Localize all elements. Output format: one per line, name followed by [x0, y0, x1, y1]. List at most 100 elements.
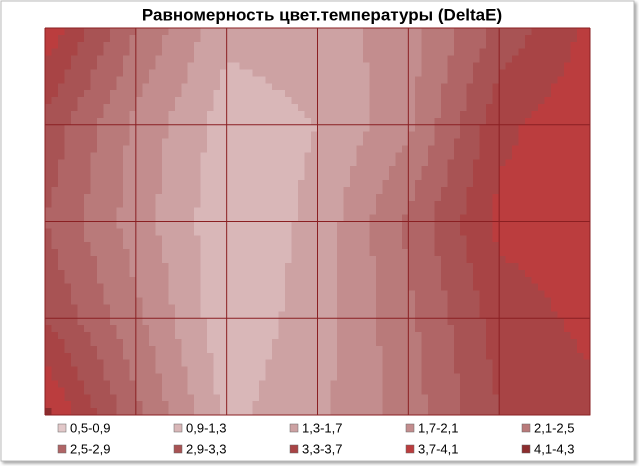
contour-cell: [181, 276, 189, 285]
contour-cell: [544, 249, 552, 257]
contour-cell: [304, 131, 312, 140]
contour-cell: [213, 276, 221, 285]
contour-cell: [83, 304, 92, 312]
contour-cell: [122, 228, 130, 236]
contour-cell: [194, 159, 202, 167]
contour-cell: [375, 145, 383, 153]
contour-cell: [246, 83, 254, 91]
contour-cell: [135, 69, 143, 77]
contour-cell: [343, 131, 351, 140]
contour-cell: [557, 41, 565, 50]
contour-cell: [77, 262, 85, 271]
contour-cell: [414, 34, 422, 43]
contour-cell: [259, 283, 267, 292]
contour-cell: [259, 145, 267, 153]
contour-cell: [499, 186, 507, 195]
contour-cell: [148, 117, 156, 126]
contour-cell: [525, 138, 533, 147]
contour-cell: [421, 83, 429, 91]
contour-cell: [278, 311, 286, 319]
contour-cell: [349, 55, 358, 64]
contour-cell: [285, 152, 293, 160]
contour-cell: [129, 124, 137, 133]
contour-cell: [499, 325, 507, 333]
contour-cell: [298, 359, 306, 368]
contour-cell: [362, 242, 371, 250]
contour-cell: [336, 200, 345, 209]
contour-cell: [362, 290, 371, 299]
contour-cell: [486, 318, 494, 326]
contour-cell: [375, 55, 383, 64]
contour-cell: [181, 380, 189, 388]
contour-cell: [525, 283, 533, 292]
contour-cell: [343, 228, 351, 236]
contour-cell: [70, 262, 79, 271]
contour-cell: [551, 193, 559, 202]
contour-cell: [96, 41, 104, 50]
contour-cell: [427, 297, 435, 306]
contour-cell: [512, 242, 520, 250]
contour-cell: [362, 62, 371, 71]
contour-cell: [356, 76, 364, 84]
contour-cell: [194, 28, 202, 36]
contour-cell: [45, 332, 53, 340]
contour-cell: [311, 242, 319, 250]
contour-cell: [551, 138, 559, 147]
contour-cell: [330, 380, 338, 388]
contour-cell: [421, 173, 429, 181]
contour-cell: [343, 345, 351, 354]
contour-cell: [90, 359, 98, 368]
contour-cell: [194, 373, 202, 382]
contour-cell: [116, 345, 124, 354]
contour-cell: [278, 97, 286, 105]
contour-cell: [161, 311, 169, 319]
contour-cell: [525, 180, 533, 188]
contour-cell: [492, 332, 500, 340]
contour-cell: [122, 387, 130, 395]
contour-cell: [304, 366, 312, 375]
contour-cell: [577, 297, 585, 306]
contour-cell: [246, 193, 254, 202]
contour-cell: [343, 110, 351, 119]
contour-cell: [265, 283, 273, 292]
contour-cell: [395, 290, 403, 299]
contour-cell: [298, 318, 306, 326]
contour-cell: [142, 90, 150, 98]
contour-cell: [285, 200, 293, 209]
contour-cell: [349, 276, 358, 285]
contour-cell: [544, 408, 552, 416]
contour-cell: [492, 249, 500, 257]
contour-cell: [64, 256, 72, 264]
contour-cell: [265, 207, 273, 216]
contour-cell: [421, 345, 429, 354]
contour-cell: [311, 124, 319, 133]
contour-cell: [349, 290, 358, 299]
contour-cell: [64, 290, 72, 299]
contour-cell: [323, 394, 332, 402]
contour-cell: [187, 124, 195, 133]
contour-cell: [460, 366, 468, 375]
contour-cell: [194, 352, 202, 361]
contour-cell: [382, 387, 390, 395]
contour-cell: [194, 186, 202, 195]
contour-cell: [499, 256, 507, 264]
contour-cell: [233, 380, 241, 388]
contour-cell: [525, 145, 533, 153]
contour-cell: [505, 214, 513, 223]
contour-cell: [200, 290, 208, 299]
contour-cell: [272, 394, 280, 402]
contour-cell: [226, 90, 234, 98]
contour-cell: [278, 269, 286, 278]
contour-cell: [109, 124, 117, 133]
contour-cell: [525, 159, 533, 167]
contour-cell: [564, 34, 572, 43]
contour-cell: [304, 90, 312, 98]
contour-cell: [544, 304, 552, 312]
contour-cell: [116, 242, 124, 250]
contour-cell: [447, 408, 455, 416]
contour-cell: [479, 138, 487, 147]
contour-cell: [440, 200, 448, 209]
contour-cell: [336, 338, 345, 347]
contour-cell: [473, 228, 481, 236]
contour-cell: [421, 152, 429, 160]
